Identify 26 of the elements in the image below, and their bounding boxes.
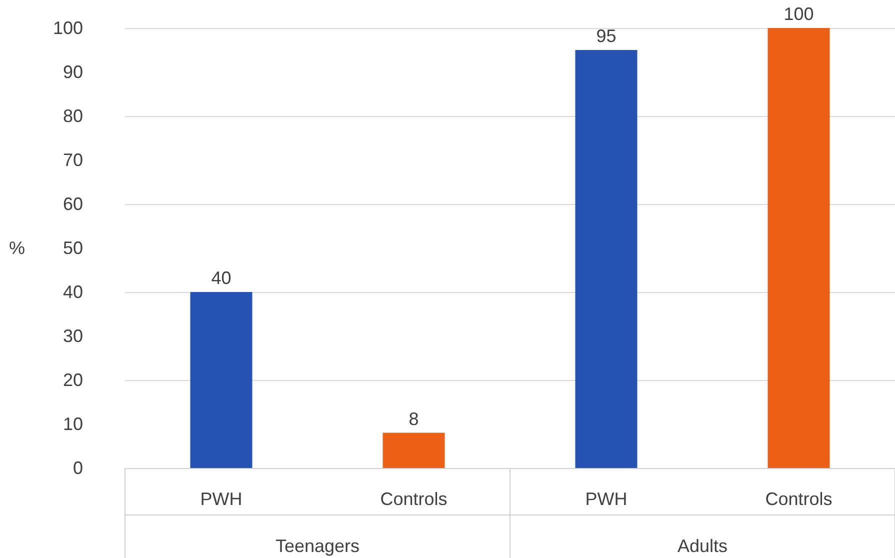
data-label: 40 [211,268,232,288]
text: Adults [677,536,728,556]
data-label: 95 [596,26,616,46]
data-label: 8 [408,408,419,429]
y-tick-label: 80 [62,106,83,126]
bar [575,50,638,468]
y-tick-label: 0 [72,458,83,478]
y-axis-title: % [8,238,25,258]
text: Teenagers [275,536,360,556]
x-tick-label: Controls [765,489,832,509]
x-tick-label: Controls [380,489,448,509]
y-tick-label: 30 [62,326,83,346]
y-tick-label: 90 [62,62,83,82]
y-tick-label: 60 [62,194,83,214]
y-tick-label: 70 [62,150,83,170]
data-label: 100 [784,4,814,24]
x-tick-label: PWH [200,489,242,509]
y-tick-label: 50 [62,238,83,258]
bar [382,432,445,468]
y-tick-label: 10 [62,414,83,434]
bar [190,292,252,468]
y-tick-label: 100 [52,18,83,38]
bar [768,28,830,468]
y-tick-label: 20 [62,370,83,390]
y-tick-label: 40 [62,282,83,302]
x-tick-label: PWH [585,489,628,509]
